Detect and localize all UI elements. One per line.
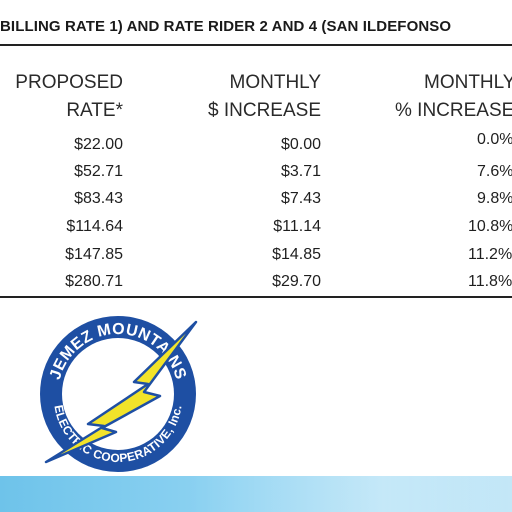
cell-percent: 9.8% [477, 190, 512, 207]
table-title: BILLING RATE 1) AND RATE RIDER 2 AND 4 (… [0, 18, 452, 35]
header-monthly-percent-line2: % INCREASE [395, 100, 512, 121]
table-top-rule [0, 44, 512, 46]
cell-rate: $114.64 [66, 218, 123, 235]
footer-band-highlight [190, 476, 512, 512]
cooperative-logo: JEMEZ MOUNTAINS ELECTRIC COOPERATIVE, In… [36, 312, 200, 476]
cell-rate: $52.71 [74, 163, 123, 180]
header-monthly-dollar-line2: $ INCREASE [208, 100, 321, 121]
header-proposed-rate-line2: RATE* [66, 100, 123, 121]
header-proposed-rate-line1: PROPOSED [15, 72, 123, 93]
cell-percent: 11.8% [468, 273, 512, 290]
lightning-bolt-icon: JEMEZ MOUNTAINS ELECTRIC COOPERATIVE, In… [40, 316, 198, 472]
cell-increase: $0.00 [280, 136, 321, 153]
cell-rate: $22.00 [74, 136, 123, 153]
cell-increase: $3.71 [280, 163, 321, 180]
table-bottom-rule [0, 296, 512, 298]
cell-percent: 11.2% [468, 246, 512, 263]
cell-increase: $29.70 [272, 273, 321, 290]
cell-percent: 7.6% [477, 163, 512, 180]
cell-increase: $11.14 [273, 218, 321, 235]
footer-band [0, 476, 512, 512]
cell-rate: $147.85 [65, 246, 123, 263]
header-monthly-dollar-line1: MONTHLY [229, 72, 321, 93]
cell-percent: 0.0% [477, 131, 512, 148]
cell-percent: 10.8% [468, 218, 512, 235]
header-monthly-percent-line1: MONTHLY [424, 72, 512, 93]
cell-rate: $83.43 [74, 190, 123, 207]
cell-rate: $280.71 [65, 273, 123, 290]
cell-increase: $14.85 [272, 246, 321, 263]
cell-increase: $7.43 [280, 190, 321, 207]
